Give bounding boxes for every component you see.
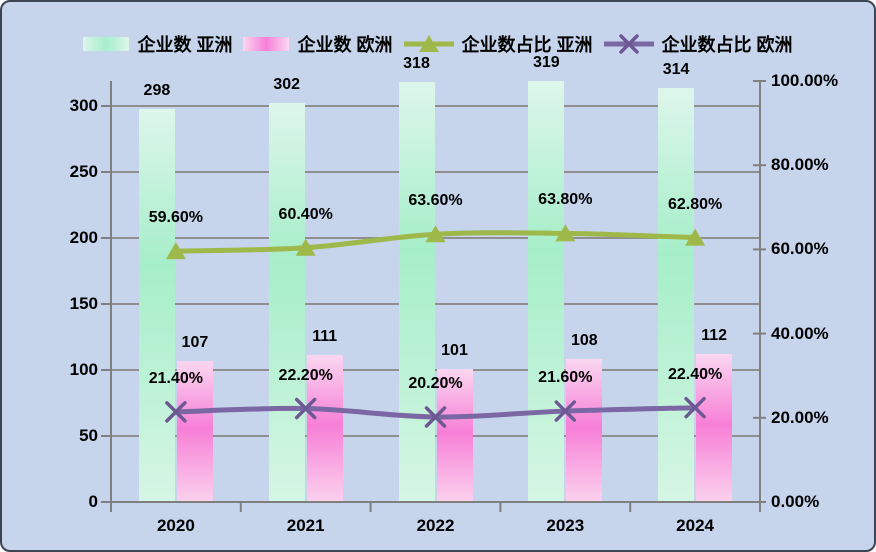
triangle-marker-icon[interactable] — [165, 242, 186, 260]
asia-bar-value-label: 302 — [273, 76, 301, 94]
asia-count-bar[interactable] — [528, 80, 565, 502]
right-axis-tick-label: 0.00% — [771, 492, 820, 511]
legend-label-europe-percent: 企业数占比 欧洲 — [661, 35, 793, 55]
europe-bar-value-label: 111 — [312, 328, 338, 346]
asia-count-bar[interactable] — [658, 87, 695, 502]
x-marker-icon[interactable] — [165, 401, 187, 423]
left-axis-tick-label: 150 — [69, 294, 98, 313]
asia-count-bar[interactable] — [268, 103, 305, 502]
europe-percent-value-label: 21.60% — [538, 369, 593, 387]
chart-legend: 企业数 亚洲 企业数 欧洲 企业数占比 亚洲 企业数占比 欧洲 — [2, 31, 874, 57]
x-marker-icon[interactable] — [684, 396, 706, 419]
legend-label-asia-count: 企业数 亚洲 — [137, 35, 233, 55]
category-label: 2024 — [676, 516, 715, 535]
asia-percent-value-label: 59.60% — [148, 209, 204, 227]
category-label: 2023 — [546, 516, 585, 535]
category-label: 2021 — [286, 516, 325, 535]
asia-percent-value-label: 62.80% — [667, 195, 723, 213]
asia-bar-value-label: 314 — [662, 60, 690, 78]
legend-label-asia-percent: 企业数占比 亚洲 — [461, 35, 593, 55]
category-label: 2020 — [156, 516, 195, 535]
right-axis-tick-label: 80.00% — [771, 155, 829, 175]
x-marker-icon[interactable] — [294, 397, 317, 420]
right-axis-tick-label: 60.00% — [771, 239, 829, 259]
triangle-marker-icon[interactable] — [295, 238, 316, 256]
asia-bar-value-label: 319 — [532, 53, 560, 71]
europe-count-bar[interactable] — [176, 360, 213, 502]
x-marker-icon[interactable] — [424, 406, 447, 428]
europe-percent-value-label: 22.20% — [278, 366, 333, 384]
europe-bar-value-label: 101 — [441, 341, 468, 359]
left-axis-tick-label: 0 — [88, 492, 98, 511]
legend-item-asia-percent[interactable]: 企业数占比 亚洲 — [403, 31, 593, 57]
asia-percent-value-label: 60.40% — [278, 205, 333, 223]
right-axis-tick-label: 40.00% — [771, 323, 829, 343]
asia-bar-value-label: 298 — [143, 81, 171, 99]
legend-item-europe-count[interactable]: 企业数 欧洲 — [243, 31, 393, 57]
asia-percent-value-label: 63.80% — [538, 191, 593, 209]
x-marker-icon[interactable] — [554, 400, 577, 422]
left-axis-tick-label: 50 — [79, 426, 98, 445]
europe-bar-value-label: 112 — [701, 327, 727, 345]
europe-bar-value-label: 108 — [570, 332, 598, 350]
asia-line-triangle-marker-icon — [403, 35, 454, 52]
asia-count-bar[interactable] — [398, 82, 435, 502]
asia-percent-value-label: 63.60% — [408, 192, 463, 210]
europe-count-bar[interactable] — [566, 359, 603, 502]
europe-count-bar[interactable] — [696, 354, 733, 502]
europe-percent-value-label: 22.40% — [667, 365, 723, 383]
category-label: 2022 — [416, 516, 455, 535]
legend-item-asia-count[interactable]: 企业数 亚洲 — [83, 31, 232, 57]
left-axis-tick-label: 300 — [69, 96, 98, 115]
triangle-marker-icon[interactable] — [425, 225, 446, 243]
triangle-marker-icon[interactable] — [555, 224, 576, 242]
asia-bar-value-label: 318 — [403, 55, 430, 73]
europe-bar-value-label: 107 — [181, 333, 209, 351]
europe-count-bar[interactable] — [306, 355, 343, 502]
left-axis-tick-label: 200 — [69, 228, 98, 247]
right-axis-tick-label: 20.00% — [771, 407, 829, 427]
asia-bar-swatch-icon — [83, 37, 130, 51]
europe-percent-value-label: 21.40% — [148, 369, 204, 387]
legend-item-europe-percent[interactable]: 企业数占比 欧洲 — [603, 31, 793, 57]
legend-label-europe-count: 企业数 欧洲 — [297, 35, 393, 55]
europe-line-x-marker-icon — [603, 34, 654, 54]
left-axis-tick-label: 100 — [69, 360, 98, 379]
europe-bar-swatch-icon — [243, 37, 290, 51]
left-axis-tick-label: 250 — [69, 162, 98, 181]
europe-count-bar[interactable] — [436, 368, 473, 502]
asia-count-bar[interactable] — [138, 108, 175, 502]
europe-percent-value-label: 20.20% — [408, 374, 463, 392]
right-axis-tick-label: 100.00% — [771, 71, 839, 90]
triangle-marker-icon[interactable] — [685, 228, 706, 246]
